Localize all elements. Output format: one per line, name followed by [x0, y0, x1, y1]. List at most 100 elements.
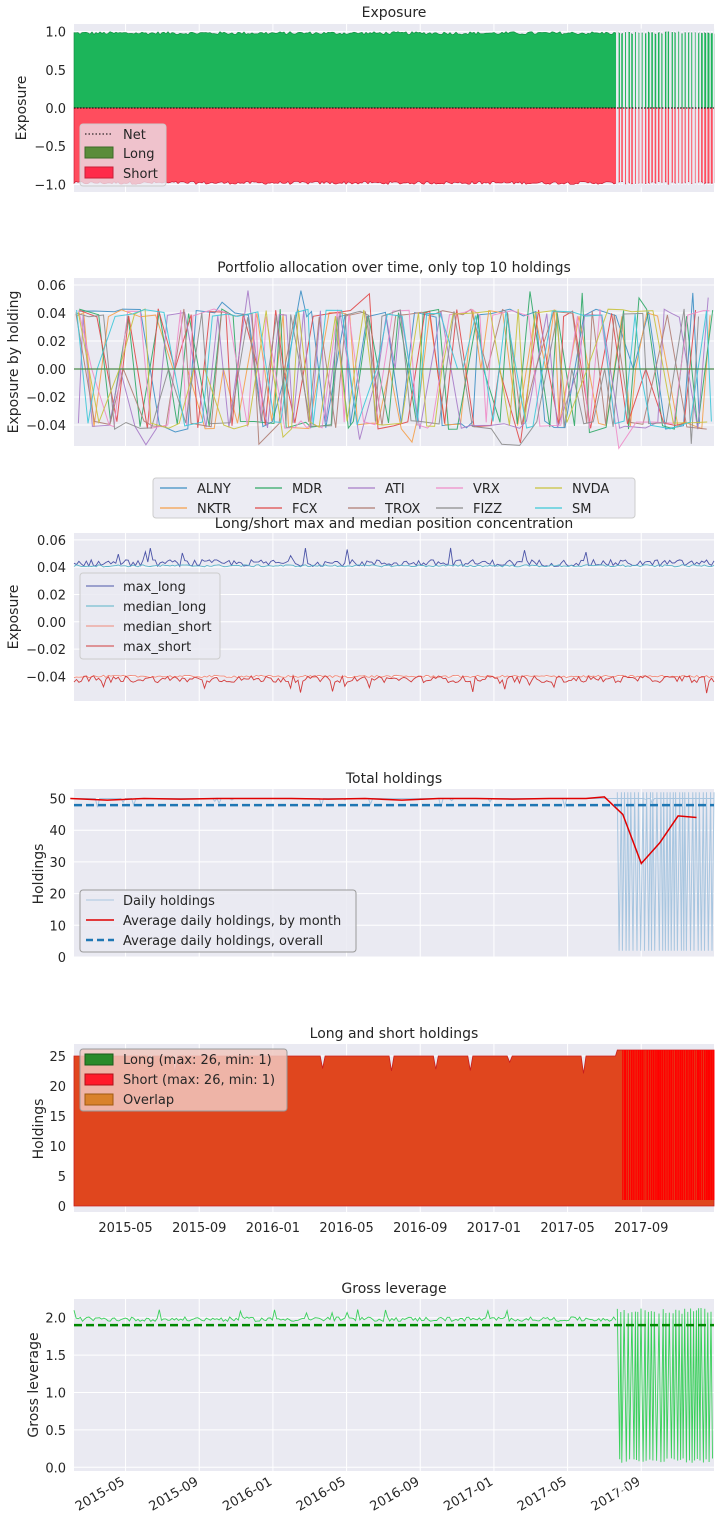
legend-short-holdings-label: Short (max: 26, min: 1)	[123, 1073, 275, 1088]
y-tick-label: 0.02	[37, 588, 66, 603]
concentration-title: Long/short max and median position conce…	[215, 516, 574, 532]
x-tick-label: 2015-05	[98, 1221, 152, 1236]
y-tick-label: 2.0	[45, 1312, 66, 1327]
y-tick-label: 0.06	[37, 279, 66, 294]
y-tick-label: 0.04	[37, 307, 66, 322]
legend-avg-month-label: Average daily holdings, by month	[123, 914, 341, 929]
long-short-legend-box	[79, 1048, 288, 1112]
long-short-holdings-title: Long and short holdings	[310, 1026, 479, 1042]
x-tick-label: 2016-01	[220, 1474, 275, 1514]
daily-holdings-volatile-line	[616, 792, 715, 951]
y-tick-label: 40	[49, 824, 66, 839]
y-tick-label: −0.04	[26, 419, 66, 434]
total-holdings-ylabel: Holdings	[31, 844, 47, 905]
long-short-holdings-legend: Long (max: 26, min: 1) Short (max: 26, m…	[79, 1048, 288, 1112]
legend-long-label: Long	[123, 147, 154, 162]
total-holdings-panel: Total holdings 50 40 30 20 10 0 Holdings Dail…	[31, 771, 715, 966]
long-exposure-area	[73, 31, 715, 109]
x-tick-label: 2015-09	[147, 1474, 202, 1514]
allocation-title: Portfolio allocation over time, only top…	[217, 260, 571, 276]
holding-line-fcx	[79, 292, 697, 444]
y-tick-label: 0.5	[45, 64, 66, 79]
holding-line-vrx	[78, 308, 710, 450]
watermark: 知乎 @彼得潘	[566, 1480, 692, 1504]
y-tick-label: 30	[49, 856, 66, 871]
allocation-ylabel: Exposure by holding	[6, 291, 22, 434]
long-short-holdings-ylabel: Holdings	[31, 1099, 47, 1160]
gross-leverage-line	[73, 1308, 617, 1323]
y-tick-label: 1.0	[45, 1386, 66, 1401]
legend-max-long-label: max_long	[123, 580, 186, 595]
y-tick-label: 25	[49, 1050, 66, 1065]
legend-long-swatch	[84, 146, 114, 159]
y-tick-label: 0	[58, 1200, 66, 1215]
legend-max-short-label: max_short	[123, 640, 191, 655]
legend-long-holdings-label: Long (max: 26, min: 1)	[123, 1053, 272, 1068]
legend-long-holdings-swatch	[84, 1053, 114, 1066]
legend-label-alny: ALNY	[197, 482, 231, 497]
y-tick-label: 5	[58, 1170, 66, 1185]
y-tick-label: 0.00	[37, 616, 66, 631]
legend-label-sm: SM	[572, 502, 591, 517]
x-tick-label: 2017-01	[467, 1221, 521, 1236]
y-tick-label: 10	[49, 1140, 66, 1155]
legend-daily-holdings-label: Daily holdings	[123, 894, 215, 909]
legend-overlap-swatch	[84, 1093, 114, 1106]
legend-short-label: Short	[123, 167, 158, 182]
exposure-ylabel: Exposure	[14, 76, 30, 141]
y-tick-label: −0.02	[26, 391, 66, 406]
concentration-legend: max_long median_long median_short max_sh…	[79, 572, 221, 660]
max-short-line	[73, 674, 715, 694]
y-tick-label: −0.04	[26, 670, 66, 685]
total-holdings-title: Total holdings	[345, 771, 442, 787]
legend-overlap-label: Overlap	[123, 1093, 174, 1108]
legend-net-label: Net	[123, 128, 146, 143]
legend-label-fizz: FIZZ	[473, 502, 502, 517]
x-tick-label: 2017-01	[441, 1474, 496, 1514]
x-tick-label: 2017-05	[540, 1221, 594, 1236]
legend-label-fcx: FCX	[292, 502, 318, 517]
y-tick-label: 1.0	[45, 26, 66, 41]
total-holdings-legend-box	[79, 889, 357, 953]
gross-leverage-volatile-line	[616, 1307, 713, 1463]
allocation-legend: ALNY NKTR MDR FCX ATI TROX VRX FIZZ NVDA SM	[152, 477, 636, 519]
x-tick-label: 2016-09	[368, 1474, 423, 1514]
total-holdings-legend: Daily holdings Average daily holdings, b…	[79, 889, 357, 953]
y-tick-label: 0.04	[37, 561, 66, 576]
y-tick-label: 50	[49, 793, 66, 808]
legend-short-holdings-swatch	[84, 1073, 114, 1086]
concentration-panel: Long/short max and median position conce…	[6, 516, 715, 701]
gross-leverage-title: Gross leverage	[341, 1281, 446, 1297]
x-tick-label: 2016-01	[246, 1221, 300, 1236]
y-tick-label: 20	[49, 1080, 66, 1095]
exposure-legend: Net Long Short	[79, 123, 167, 187]
legend-label-nvda: NVDA	[572, 482, 609, 497]
x-tick-label: 2016-05	[294, 1474, 349, 1514]
y-tick-label: −1.0	[34, 178, 66, 193]
y-tick-label: 1.5	[45, 1349, 66, 1364]
gross-leverage-axes-bg	[74, 1299, 714, 1471]
y-tick-label: 0.0	[45, 102, 66, 117]
x-tick-label: 2015-05	[73, 1474, 128, 1514]
holding-line-nvda	[77, 308, 708, 439]
legend-short-swatch	[84, 166, 114, 179]
y-tick-label: 0.5	[45, 1424, 66, 1439]
legend-label-trox: TROX	[384, 502, 420, 517]
y-tick-label: 15	[49, 1110, 66, 1125]
concentration-legend-box	[79, 572, 221, 660]
y-tick-label: 0.02	[37, 335, 66, 350]
long-short-holdings-panel: Long and short holdings 25 20 15 10 5 0 2015-…	[31, 1026, 715, 1236]
max-long-line	[73, 547, 715, 568]
y-tick-label: 20	[49, 888, 66, 903]
exposure-panel: Exposure 1.0 0.5 0.0 −0.5 −1.0 Exposure Net …	[14, 5, 715, 193]
exposure-title: Exposure	[362, 5, 427, 21]
gross-leverage-ylabel: Gross leverage	[26, 1332, 42, 1437]
legend-label-nktr: NKTR	[197, 502, 231, 517]
median-long-line	[73, 564, 715, 568]
short-exposure-area	[73, 107, 715, 185]
y-tick-label: 0.00	[37, 363, 66, 378]
x-tick-label: 2017-09	[614, 1221, 668, 1236]
legend-avg-overall-label: Average daily holdings, overall	[123, 934, 323, 949]
concentration-ylabel: Exposure	[6, 585, 22, 650]
